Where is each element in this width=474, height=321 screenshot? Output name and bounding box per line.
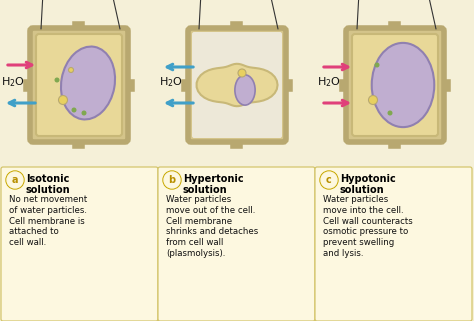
Text: H$_2$O: H$_2$O [317,75,341,89]
Text: Water particles
move into the cell.
Cell wall counteracts
osmotic pressure to
pr: Water particles move into the cell. Cell… [323,195,413,258]
Circle shape [69,67,73,73]
FancyBboxPatch shape [315,167,472,321]
FancyBboxPatch shape [1,167,158,321]
Text: Isotonic
solution: Isotonic solution [26,174,71,195]
Bar [342,82,349,89]
Bar [234,139,240,146]
Text: Water particles
move out of the cell.
Cell membrane
shrinks and detaches
from ce: Water particles move out of the cell. Ce… [166,195,258,258]
Circle shape [55,78,59,82]
Bar [441,82,448,89]
Circle shape [388,111,392,115]
Bar [392,24,399,31]
Ellipse shape [61,47,115,119]
Text: cell wall: cell wall [407,0,444,29]
FancyBboxPatch shape [352,34,438,136]
Text: Hypertonic
solution: Hypertonic solution [183,174,244,195]
Circle shape [368,96,377,105]
Ellipse shape [235,75,255,105]
Circle shape [58,96,67,105]
FancyBboxPatch shape [36,34,122,136]
Text: H$_2$O: H$_2$O [159,75,183,89]
Circle shape [82,111,86,115]
FancyBboxPatch shape [346,28,444,142]
Ellipse shape [372,43,434,127]
Bar [184,82,191,89]
Circle shape [163,171,181,189]
Circle shape [375,63,379,67]
Bar [125,82,132,89]
Bar [234,24,240,31]
Circle shape [320,171,338,189]
Bar [283,82,290,89]
FancyBboxPatch shape [192,32,282,138]
FancyBboxPatch shape [188,28,286,142]
Bar [392,139,399,146]
Text: a: a [12,175,18,185]
Text: H$_2$O: H$_2$O [1,75,25,89]
FancyBboxPatch shape [30,28,128,142]
Text: No net movement
of water particles.
Cell membrane is
attached to
cell wall.: No net movement of water particles. Cell… [9,195,87,247]
Text: Hypotonic
solution: Hypotonic solution [340,174,396,195]
Bar [26,82,33,89]
Circle shape [72,108,76,112]
Circle shape [6,171,24,189]
Polygon shape [197,64,278,106]
Text: cell
membrane: cell membrane [177,0,227,29]
Circle shape [238,69,246,77]
Text: cell
membrane: cell membrane [335,0,385,29]
Circle shape [7,172,23,188]
Circle shape [164,172,180,188]
Text: cell wall: cell wall [91,0,128,29]
Text: cell wall: cell wall [248,0,285,29]
Text: cell
membrane: cell membrane [19,0,69,29]
Bar [75,139,82,146]
FancyBboxPatch shape [158,167,315,321]
Bar [75,24,82,31]
Text: b: b [168,175,175,185]
Text: c: c [326,175,332,185]
Circle shape [321,172,337,188]
